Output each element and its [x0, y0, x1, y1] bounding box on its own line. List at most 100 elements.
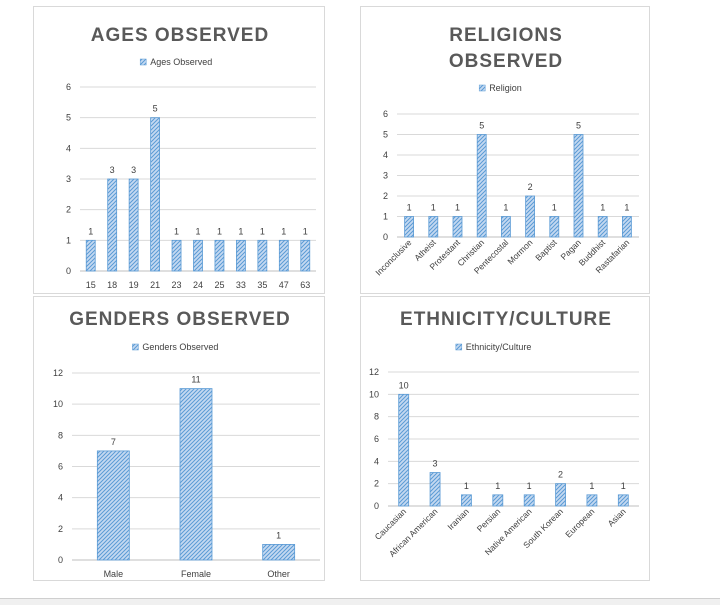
data-label: 11 — [191, 375, 200, 385]
y-tick-label: 6 — [66, 82, 71, 92]
window-bottom-edge — [0, 598, 720, 605]
y-tick-label: 2 — [374, 479, 379, 489]
chart-panel-ages: AGES OBSERVED Ages Observed 0 1 2 3 4 5 6 1 15 3 18 3… — [33, 6, 325, 294]
bar — [549, 216, 560, 238]
data-label: 1 — [431, 203, 436, 213]
legend-label: Religion — [489, 83, 522, 93]
x-tick-label: 35 — [257, 280, 267, 290]
bar — [171, 239, 182, 272]
data-label: 10 — [399, 380, 409, 390]
y-tick-label: 5 — [383, 130, 388, 140]
x-tick-label: Baptist — [533, 237, 559, 263]
chart-title: GENDERS OBSERVED — [69, 309, 291, 330]
legend-swatch — [455, 343, 463, 351]
bar — [429, 472, 441, 507]
bar — [214, 239, 225, 272]
bar — [523, 494, 535, 507]
x-tick-label: 24 — [193, 280, 203, 290]
y-tick-label: 4 — [374, 456, 379, 466]
data-label: 1 — [495, 481, 500, 491]
bar — [85, 239, 96, 272]
data-label: 1 — [195, 226, 200, 236]
data-label: 1 — [600, 203, 605, 213]
x-tick-label: Mormon — [505, 237, 534, 266]
data-label: 1 — [281, 226, 286, 236]
y-tick-label: 3 — [383, 171, 388, 181]
ethnicity-chart: ETHNICITY/CULTURE Ethnicity/Culture 0 2 4 6 8 1… — [369, 309, 639, 559]
bar — [404, 216, 414, 238]
y-tick-label: 4 — [66, 143, 71, 153]
chart-panel-ethnicity: ETHNICITY/CULTURE Ethnicity/Culture 0 2 4 6 8 1… — [360, 296, 650, 581]
x-tick-label: Male — [104, 569, 124, 579]
data-label: 1 — [527, 481, 532, 491]
data-label: 1 — [455, 203, 460, 213]
x-tick-label: Asian — [606, 506, 628, 528]
legend-swatch — [132, 343, 139, 351]
bar — [300, 239, 311, 272]
x-tick-label: Female — [181, 569, 211, 579]
y-tick-label: 8 — [58, 430, 63, 440]
bar — [621, 216, 632, 238]
y-tick-label: 8 — [374, 412, 379, 422]
data-label: 1 — [260, 226, 265, 236]
data-label: 7 — [111, 437, 116, 447]
data-label: 1 — [88, 226, 93, 236]
bar — [617, 494, 629, 507]
x-tick-label: 63 — [300, 280, 310, 290]
bar — [398, 393, 410, 507]
data-label: 1 — [217, 226, 222, 236]
data-label: 1 — [464, 481, 469, 491]
bar — [128, 178, 139, 272]
bar — [262, 544, 296, 561]
data-label: 1 — [407, 203, 412, 213]
legend-swatch — [139, 58, 147, 66]
bar — [492, 494, 504, 507]
data-label: 1 — [589, 481, 594, 491]
y-tick-label: 6 — [374, 434, 379, 444]
y-tick-label: 6 — [58, 462, 63, 472]
bar — [586, 494, 598, 507]
y-tick-label: 12 — [369, 367, 379, 377]
y-tick-label: 10 — [53, 399, 63, 409]
x-tick-label: Other — [267, 569, 290, 579]
y-tick-label: 2 — [66, 205, 71, 215]
y-tick-label: 0 — [374, 501, 379, 511]
x-tick-label: European — [563, 506, 596, 539]
bar — [476, 134, 487, 238]
bar — [107, 178, 118, 272]
x-tick-label: 47 — [279, 280, 289, 290]
data-label: 5 — [153, 104, 158, 114]
bar — [500, 216, 511, 238]
bar — [179, 388, 213, 561]
data-label: 5 — [576, 121, 581, 131]
legend-label: Ages Observed — [150, 57, 212, 67]
y-tick-label: 2 — [58, 524, 63, 534]
chart-panel-genders: GENDERS OBSERVED Genders Observed 0 2 4 6 8 10 1… — [33, 296, 325, 581]
legend-label: Ethnicity/Culture — [466, 342, 532, 352]
y-tick-label: 0 — [383, 232, 388, 242]
data-label: 3 — [433, 459, 438, 469]
y-tick-label: 0 — [58, 555, 63, 565]
data-label: 1 — [303, 226, 308, 236]
bar — [96, 450, 130, 561]
bar — [236, 239, 246, 272]
bar — [461, 494, 472, 507]
data-label: 3 — [131, 165, 136, 175]
legend-label: Genders Observed — [142, 342, 218, 352]
bar — [525, 195, 536, 238]
data-label: 1 — [503, 203, 508, 213]
y-tick-label: 12 — [53, 368, 63, 378]
bar — [193, 239, 203, 272]
data-label: 1 — [238, 226, 243, 236]
data-label: 1 — [552, 203, 557, 213]
bar — [257, 239, 268, 272]
x-tick-label: 19 — [129, 280, 139, 290]
x-tick-label: Inconclusive — [373, 237, 413, 277]
religions-chart: RELIGIONS OBSERVED Religion 0 1 2 3 4 5 6 1 Inconcl… — [373, 25, 639, 277]
data-label: 1 — [174, 226, 179, 236]
y-tick-label: 4 — [383, 150, 388, 160]
data-label: 5 — [479, 121, 484, 131]
x-tick-label: 23 — [172, 280, 182, 290]
x-tick-label: 25 — [214, 280, 224, 290]
